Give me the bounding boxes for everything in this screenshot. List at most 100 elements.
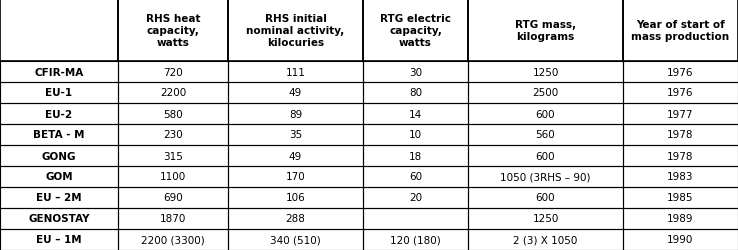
Bar bbox=[228, 62, 363, 83]
Bar bbox=[623, 229, 738, 250]
Bar bbox=[0, 83, 118, 103]
Bar bbox=[118, 124, 228, 146]
Bar bbox=[118, 83, 228, 103]
Text: RTG electric
capacity,
watts: RTG electric capacity, watts bbox=[380, 14, 451, 48]
Bar bbox=[363, 146, 468, 166]
Text: 2200 (3300): 2200 (3300) bbox=[141, 234, 205, 244]
Text: EU-2: EU-2 bbox=[46, 109, 72, 119]
Bar bbox=[623, 0, 738, 62]
Text: 315: 315 bbox=[163, 151, 183, 161]
Text: 1990: 1990 bbox=[667, 234, 694, 244]
Bar bbox=[118, 62, 228, 83]
Bar bbox=[468, 187, 623, 208]
Text: 1978: 1978 bbox=[667, 151, 694, 161]
Text: 690: 690 bbox=[163, 193, 183, 203]
Text: 1100: 1100 bbox=[160, 172, 186, 182]
Bar bbox=[118, 104, 228, 124]
Text: 1983: 1983 bbox=[667, 172, 694, 182]
Bar bbox=[0, 229, 118, 250]
Text: 35: 35 bbox=[289, 130, 302, 140]
Text: GENOSTAY: GENOSTAY bbox=[28, 214, 90, 224]
Bar bbox=[623, 146, 738, 166]
Bar bbox=[228, 229, 363, 250]
Text: Year of start of
mass production: Year of start of mass production bbox=[632, 20, 730, 42]
Bar bbox=[0, 146, 118, 166]
Bar bbox=[468, 146, 623, 166]
Bar bbox=[363, 187, 468, 208]
Bar bbox=[0, 187, 118, 208]
Text: 1985: 1985 bbox=[667, 193, 694, 203]
Bar bbox=[0, 166, 118, 187]
Bar bbox=[228, 124, 363, 146]
Text: 230: 230 bbox=[163, 130, 183, 140]
Text: EU-1: EU-1 bbox=[46, 88, 72, 98]
Bar bbox=[0, 62, 118, 83]
Text: 170: 170 bbox=[286, 172, 306, 182]
Text: 288: 288 bbox=[286, 214, 306, 224]
Bar bbox=[118, 146, 228, 166]
Bar bbox=[468, 166, 623, 187]
Bar bbox=[623, 104, 738, 124]
Bar bbox=[468, 83, 623, 103]
Bar bbox=[118, 187, 228, 208]
Text: 560: 560 bbox=[536, 130, 556, 140]
Bar bbox=[363, 124, 468, 146]
Bar bbox=[623, 83, 738, 103]
Bar bbox=[118, 166, 228, 187]
Bar bbox=[118, 208, 228, 229]
Text: 580: 580 bbox=[163, 109, 183, 119]
Text: 10: 10 bbox=[409, 130, 422, 140]
Text: 14: 14 bbox=[409, 109, 422, 119]
Text: 600: 600 bbox=[536, 193, 555, 203]
Text: GOM: GOM bbox=[45, 172, 73, 182]
Text: RHS initial
nominal activity,
kilocuries: RHS initial nominal activity, kilocuries bbox=[246, 14, 345, 48]
Bar bbox=[468, 0, 623, 62]
Text: 80: 80 bbox=[409, 88, 422, 98]
Text: 2500: 2500 bbox=[532, 88, 559, 98]
Bar bbox=[468, 104, 623, 124]
Bar bbox=[228, 187, 363, 208]
Text: GONG: GONG bbox=[42, 151, 76, 161]
Bar bbox=[118, 229, 228, 250]
Bar bbox=[623, 187, 738, 208]
Bar bbox=[228, 146, 363, 166]
Bar bbox=[0, 124, 118, 146]
Bar bbox=[468, 62, 623, 83]
Bar bbox=[468, 124, 623, 146]
Bar bbox=[363, 83, 468, 103]
Text: 106: 106 bbox=[286, 193, 306, 203]
Text: 1050 (3RHS – 90): 1050 (3RHS – 90) bbox=[500, 172, 590, 182]
Bar bbox=[228, 83, 363, 103]
Bar bbox=[363, 166, 468, 187]
Text: RHS heat
capacity,
watts: RHS heat capacity, watts bbox=[145, 14, 200, 48]
Bar bbox=[468, 208, 623, 229]
Text: 1977: 1977 bbox=[667, 109, 694, 119]
Text: 49: 49 bbox=[289, 151, 302, 161]
Bar bbox=[0, 104, 118, 124]
Text: 720: 720 bbox=[163, 67, 183, 77]
Bar bbox=[623, 166, 738, 187]
Bar bbox=[228, 208, 363, 229]
Text: 1976: 1976 bbox=[667, 88, 694, 98]
Text: BETA - M: BETA - M bbox=[33, 130, 85, 140]
Text: 20: 20 bbox=[409, 193, 422, 203]
Bar bbox=[623, 208, 738, 229]
Bar bbox=[623, 124, 738, 146]
Bar bbox=[623, 62, 738, 83]
Text: 89: 89 bbox=[289, 109, 302, 119]
Text: 2200: 2200 bbox=[160, 88, 186, 98]
Text: 1250: 1250 bbox=[532, 214, 559, 224]
Text: 120 (180): 120 (180) bbox=[390, 234, 441, 244]
Bar bbox=[363, 0, 468, 62]
Text: 111: 111 bbox=[286, 67, 306, 77]
Text: 2 (3) X 1050: 2 (3) X 1050 bbox=[514, 234, 578, 244]
Text: 60: 60 bbox=[409, 172, 422, 182]
Text: 1976: 1976 bbox=[667, 67, 694, 77]
Text: 340 (510): 340 (510) bbox=[270, 234, 321, 244]
Bar bbox=[363, 62, 468, 83]
Bar bbox=[0, 208, 118, 229]
Text: CFIR-MA: CFIR-MA bbox=[35, 67, 83, 77]
Text: 1870: 1870 bbox=[160, 214, 186, 224]
Text: 30: 30 bbox=[409, 67, 422, 77]
Bar bbox=[228, 104, 363, 124]
